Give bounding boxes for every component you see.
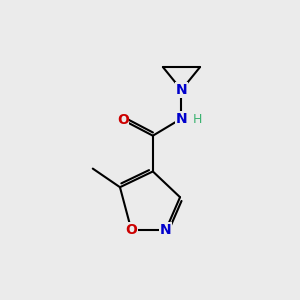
- Text: O: O: [125, 223, 137, 237]
- Text: H: H: [193, 113, 202, 127]
- Text: O: O: [117, 113, 129, 127]
- Text: N: N: [176, 83, 187, 97]
- Text: N: N: [176, 112, 187, 125]
- Text: N: N: [160, 223, 172, 237]
